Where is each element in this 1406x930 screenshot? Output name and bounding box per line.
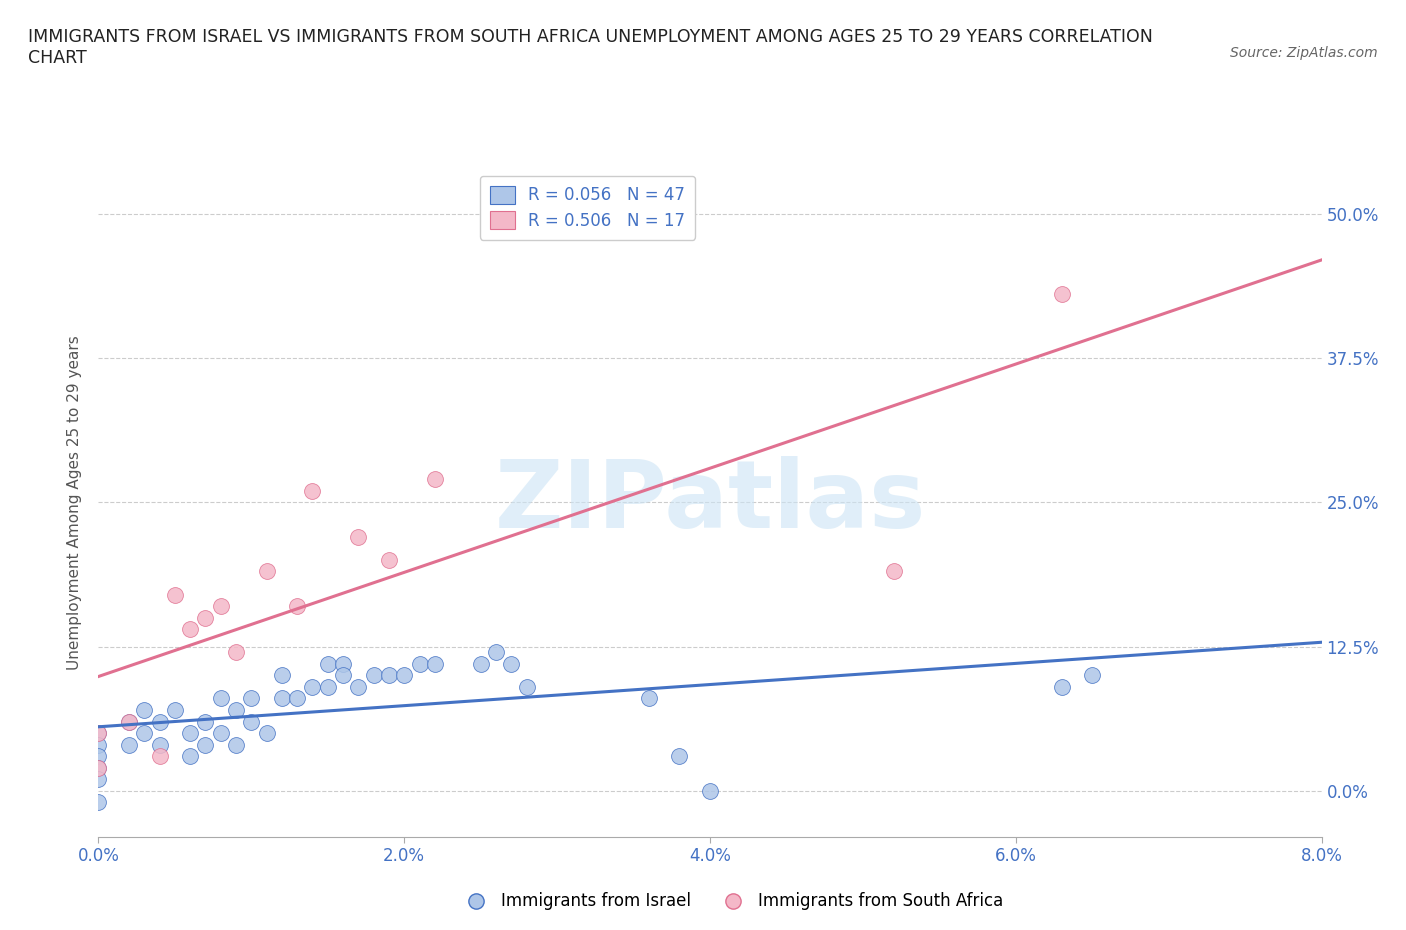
- Point: [149, 749, 172, 764]
- Point: [163, 702, 186, 717]
- Point: [637, 691, 661, 706]
- Point: [270, 668, 294, 683]
- Point: [87, 749, 110, 764]
- Point: [256, 564, 278, 578]
- Point: [240, 714, 263, 729]
- Legend: R = 0.056   N = 47, R = 0.506   N = 17: R = 0.056 N = 47, R = 0.506 N = 17: [479, 176, 696, 240]
- Point: [301, 484, 323, 498]
- Point: [470, 657, 492, 671]
- Point: [225, 737, 247, 752]
- Point: [194, 737, 217, 752]
- Point: [134, 725, 156, 740]
- Point: [87, 725, 110, 740]
- Text: ZIPatlas: ZIPatlas: [495, 457, 925, 548]
- Point: [118, 714, 141, 729]
- Point: [134, 702, 156, 717]
- Point: [378, 668, 401, 683]
- Point: [285, 691, 308, 706]
- Point: [501, 657, 523, 671]
- Point: [363, 668, 385, 683]
- Point: [392, 668, 416, 683]
- Point: [209, 725, 232, 740]
- Point: [225, 644, 247, 659]
- Point: [118, 714, 141, 729]
- Point: [1081, 668, 1104, 683]
- Point: [668, 749, 690, 764]
- Point: [332, 657, 354, 671]
- Point: [285, 599, 308, 614]
- Point: [225, 702, 247, 717]
- Point: [179, 725, 201, 740]
- Point: [883, 564, 905, 578]
- Point: [118, 737, 141, 752]
- Point: [179, 622, 201, 637]
- Point: [301, 680, 323, 695]
- Y-axis label: Unemployment Among Ages 25 to 29 years: Unemployment Among Ages 25 to 29 years: [67, 335, 83, 670]
- Point: [163, 587, 186, 602]
- Point: [87, 795, 110, 810]
- Point: [316, 680, 339, 695]
- Point: [408, 657, 430, 671]
- Point: [149, 714, 172, 729]
- Point: [423, 657, 446, 671]
- Point: [87, 761, 110, 776]
- Point: [209, 599, 232, 614]
- Point: [179, 749, 201, 764]
- Point: [378, 552, 401, 567]
- Point: [423, 472, 446, 486]
- Point: [194, 714, 217, 729]
- Point: [87, 737, 110, 752]
- Point: [87, 772, 110, 787]
- Point: [332, 668, 354, 683]
- Point: [485, 644, 508, 659]
- Text: IMMIGRANTS FROM ISRAEL VS IMMIGRANTS FROM SOUTH AFRICA UNEMPLOYMENT AMONG AGES 2: IMMIGRANTS FROM ISRAEL VS IMMIGRANTS FRO…: [28, 28, 1153, 67]
- Point: [1050, 287, 1073, 302]
- Point: [209, 691, 232, 706]
- Text: Source: ZipAtlas.com: Source: ZipAtlas.com: [1230, 46, 1378, 60]
- Point: [270, 691, 294, 706]
- Point: [240, 691, 263, 706]
- Legend: Immigrants from Israel, Immigrants from South Africa: Immigrants from Israel, Immigrants from …: [453, 885, 1010, 917]
- Point: [699, 783, 721, 798]
- Point: [194, 610, 217, 625]
- Point: [1050, 680, 1073, 695]
- Point: [347, 680, 370, 695]
- Point: [256, 725, 278, 740]
- Point: [316, 657, 339, 671]
- Point: [516, 680, 538, 695]
- Point: [149, 737, 172, 752]
- Point: [87, 761, 110, 776]
- Point: [347, 529, 370, 544]
- Point: [87, 725, 110, 740]
